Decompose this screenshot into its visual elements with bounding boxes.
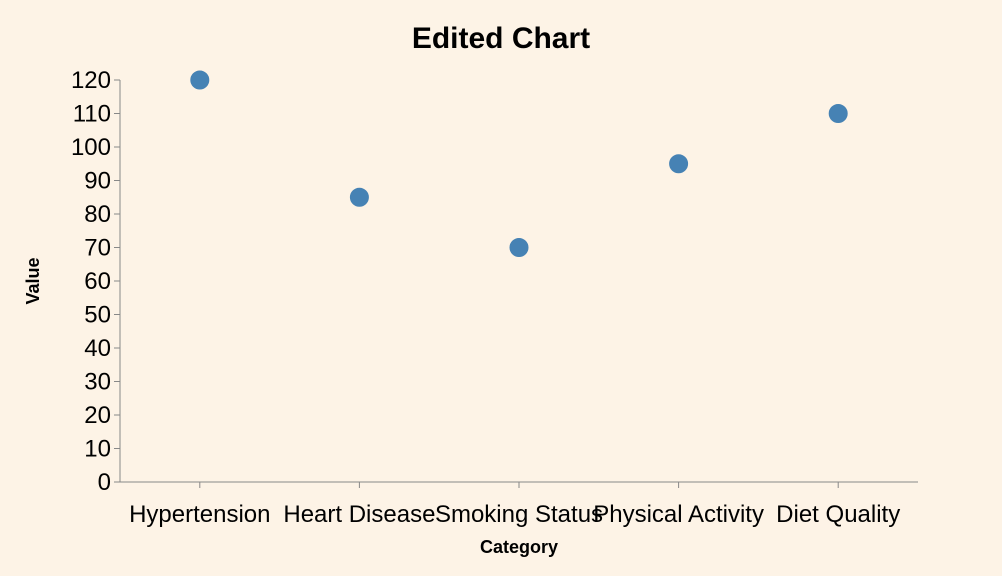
x-axis: Hypertension Heart Disease Smoking StatusP… [120,481,918,528]
y-tick-label: 10 [84,436,111,463]
chart-title: Edited Chart [412,22,590,55]
data-point [669,154,689,174]
x-tick-label: Diet Quality [776,501,900,528]
y-tick-label: 20 [84,402,111,429]
data-point [828,104,848,123]
x-axis-title: Category [480,537,558,557]
x-tick-label: Physical Activity [593,501,764,528]
y-axis-title: Value [23,257,43,304]
y-tick-label: 120 [71,67,111,94]
y-tick-label: 30 [84,369,111,396]
data-point [190,70,210,90]
y-tick-label: 60 [84,268,111,295]
y-tick-label: 70 [84,235,111,262]
y-tick-label: 100 [71,134,111,161]
y-tick-label: 50 [84,302,111,329]
data-point [349,187,369,207]
data-points [190,70,848,257]
y-tick-label: 90 [84,168,111,195]
x-tick-label: Hypertension [129,501,270,528]
y-tick-label: 40 [84,335,111,362]
y-tick-label: 80 [84,201,111,228]
y-tick-label: 110 [73,101,111,128]
y-axis: 0 10 20 30 40 50 60 70 80 90 100 110 120 [71,67,121,496]
y-tick-label: 0 [98,469,111,496]
x-tick-label: Smoking Status [435,501,603,528]
x-tick-label: Heart Disease [283,501,435,528]
data-point [509,238,529,257]
